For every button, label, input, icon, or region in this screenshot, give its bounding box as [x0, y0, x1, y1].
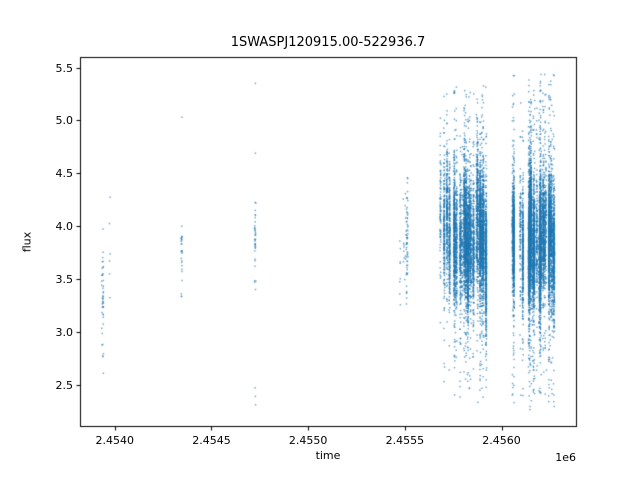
- y-tick-label: 3.0: [55, 325, 74, 339]
- y-tick-label: 4.5: [55, 167, 74, 181]
- y-tick-label: 5.0: [55, 114, 74, 128]
- x-tick-label: 2.4550: [288, 434, 328, 447]
- x-tick-label: 2.4540: [95, 434, 135, 447]
- x-tick-label: 2.4555: [385, 434, 425, 447]
- y-axis-label: flux: [20, 231, 34, 253]
- x-tick-label: 2.4545: [192, 434, 231, 447]
- x-axis-offset-label: 1e6: [555, 451, 576, 464]
- x-tick-label: 2.4560: [482, 434, 521, 447]
- plot-title: 1SWASPJ120915.00-522936.7: [230, 35, 426, 50]
- y-tick-label: 3.5: [55, 273, 74, 287]
- y-tick-label: 4.0: [55, 220, 74, 234]
- x-axis-label: time: [315, 449, 341, 462]
- y-tick-label: 5.5: [55, 61, 74, 75]
- y-tick-label: 2.5: [55, 378, 74, 392]
